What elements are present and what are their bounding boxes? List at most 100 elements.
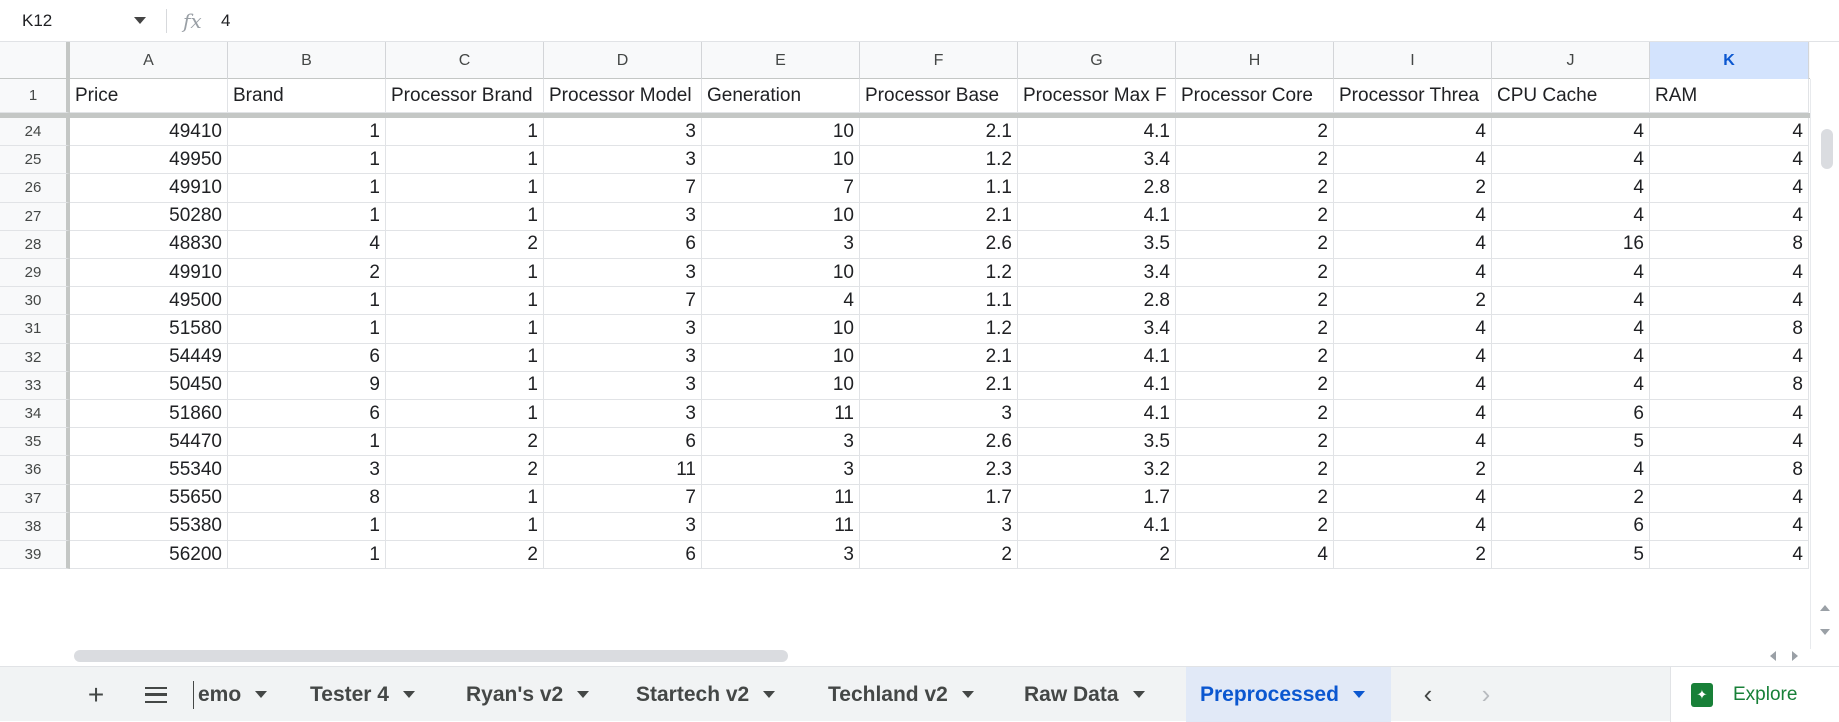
header-cell[interactable]: Price [70,79,228,113]
column-header-j[interactable]: J [1492,42,1650,79]
column-header-e[interactable]: E [702,42,860,79]
table-cell[interactable]: 2 [1176,230,1334,259]
table-cell[interactable]: 4.1 [1018,512,1176,541]
row-header[interactable]: 28 [0,230,70,259]
table-cell[interactable]: 2 [1334,287,1492,316]
all-sheets-button[interactable] [136,667,176,722]
add-sheet-button[interactable]: + [87,678,105,710]
table-cell[interactable]: 51860 [70,400,228,429]
table-cell[interactable]: 48830 [70,230,228,259]
table-cell[interactable]: 5 [1492,541,1650,570]
column-header-g[interactable]: G [1018,42,1176,79]
table-cell[interactable]: 3 [702,428,860,457]
table-cell[interactable]: 2 [1176,484,1334,513]
table-cell[interactable]: 11 [544,456,702,485]
table-cell[interactable]: 56200 [70,541,228,570]
table-cell[interactable]: 2 [1176,259,1334,288]
table-cell[interactable]: 1 [228,146,386,175]
table-cell[interactable]: 6 [1492,400,1650,429]
table-cell[interactable]: 2 [1176,118,1334,147]
table-cell[interactable]: 2.1 [860,118,1018,147]
scroll-right-icon[interactable] [1792,651,1798,661]
table-cell[interactable]: 3 [544,315,702,344]
column-header-b[interactable]: B [228,42,386,79]
table-cell[interactable]: 10 [702,371,860,400]
table-cell[interactable]: 1 [386,315,544,344]
table-cell[interactable]: 5 [1492,428,1650,457]
row-header[interactable]: 1 [0,79,70,113]
table-cell[interactable]: 49910 [70,174,228,203]
table-cell[interactable]: 4 [702,287,860,316]
table-cell[interactable]: 6 [544,541,702,570]
table-cell[interactable]: 4 [1492,315,1650,344]
table-cell[interactable]: 49910 [70,259,228,288]
table-cell[interactable]: 50280 [70,202,228,231]
table-cell[interactable]: 10 [702,259,860,288]
table-cell[interactable]: 4 [1650,400,1809,429]
header-cell[interactable]: Processor Threa [1334,79,1492,113]
horizontal-scroll-thumb[interactable] [74,650,788,662]
table-cell[interactable]: 1 [386,400,544,429]
table-cell[interactable]: 1 [386,174,544,203]
row-header[interactable]: 33 [0,371,70,400]
table-cell[interactable]: 8 [1650,315,1809,344]
table-cell[interactable]: 3.5 [1018,230,1176,259]
table-cell[interactable]: 1.7 [1018,484,1176,513]
table-cell[interactable]: 3 [228,456,386,485]
scroll-down-icon[interactable] [1820,629,1830,635]
table-cell[interactable]: 1 [228,118,386,147]
table-cell[interactable]: 1 [386,512,544,541]
chevron-down-icon[interactable] [961,691,974,698]
table-cell[interactable]: 1.1 [860,174,1018,203]
table-cell[interactable]: 3.4 [1018,259,1176,288]
table-cell[interactable]: 2 [1492,484,1650,513]
tabs-prev-icon[interactable]: ‹ [1423,679,1433,709]
table-cell[interactable]: 2.1 [860,343,1018,372]
table-cell[interactable]: 4 [1176,541,1334,570]
row-header[interactable]: 31 [0,315,70,344]
header-cell[interactable]: RAM [1650,79,1809,113]
table-cell[interactable]: 3 [544,202,702,231]
table-cell[interactable]: 16 [1492,230,1650,259]
sheet-tab[interactable]: Techland v2 [814,667,996,722]
table-cell[interactable]: 6 [228,400,386,429]
table-cell[interactable]: 1 [228,315,386,344]
table-cell[interactable]: 1 [228,287,386,316]
table-cell[interactable]: 1 [386,343,544,372]
table-cell[interactable]: 2 [1334,174,1492,203]
table-cell[interactable]: 2.1 [860,371,1018,400]
column-header-k[interactable]: K [1650,42,1809,79]
table-cell[interactable]: 4 [1650,118,1809,147]
table-cell[interactable]: 2.8 [1018,174,1176,203]
table-cell[interactable]: 4 [1650,146,1809,175]
row-header[interactable]: 35 [0,428,70,457]
sheet-tab[interactable]: Ryan's v2 [452,667,608,722]
table-cell[interactable]: 1 [386,371,544,400]
table-cell[interactable]: 7 [702,174,860,203]
table-cell[interactable]: 10 [702,315,860,344]
table-cell[interactable]: 3 [702,230,860,259]
table-cell[interactable]: 4.1 [1018,118,1176,147]
header-cell[interactable]: CPU Cache [1492,79,1650,113]
table-cell[interactable]: 4 [1334,484,1492,513]
table-cell[interactable]: 10 [702,202,860,231]
header-cell[interactable]: Brand [228,79,386,113]
table-cell[interactable]: 55380 [70,512,228,541]
table-cell[interactable]: 4 [1650,259,1809,288]
table-cell[interactable]: 3 [544,118,702,147]
table-cell[interactable]: 2 [1176,400,1334,429]
vertical-scroll-thumb[interactable] [1821,129,1833,169]
row-header[interactable]: 38 [0,512,70,541]
table-cell[interactable]: 4 [1334,146,1492,175]
table-cell[interactable]: 4 [1650,428,1809,457]
table-cell[interactable]: 1 [386,202,544,231]
header-cell[interactable]: Processor Model [544,79,702,113]
table-cell[interactable]: 3.5 [1018,428,1176,457]
table-cell[interactable]: 1 [228,428,386,457]
table-cell[interactable]: 4 [1650,541,1809,570]
chevron-down-icon[interactable] [763,691,776,698]
table-cell[interactable]: 3 [702,456,860,485]
header-cell[interactable]: Processor Base [860,79,1018,113]
table-cell[interactable]: 4 [1492,118,1650,147]
table-cell[interactable]: 3 [702,541,860,570]
